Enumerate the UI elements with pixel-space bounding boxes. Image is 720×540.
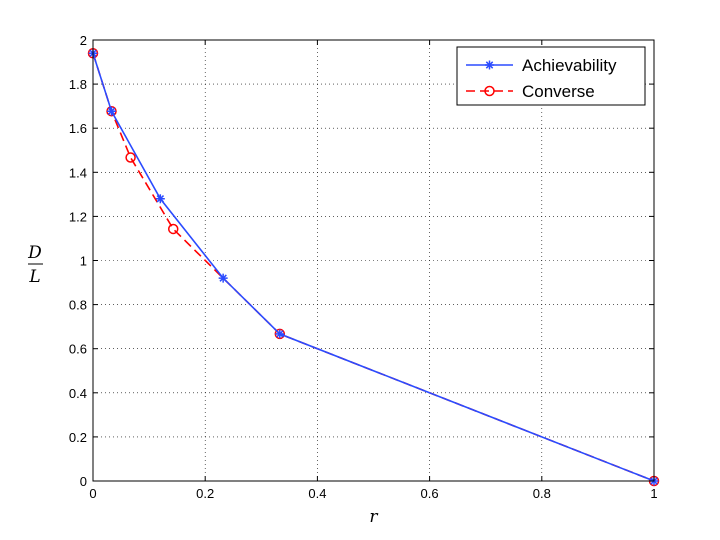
point-converse <box>125 152 136 163</box>
ticks: 0 0.2 0.4 0.6 0.8 1 0 0.2 0.4 0.6 0.8 1 1.2 1.4 1.6 1.8… <box>69 33 658 501</box>
legend-item-converse: Converse <box>466 82 595 101</box>
y-tick-label: 1 <box>80 254 87 269</box>
x-tick-label: 0.8 <box>533 486 551 501</box>
x-tick-label: 1 <box>650 486 657 501</box>
y-tick-label: 1.8 <box>69 77 87 92</box>
y-axis-label: D L <box>27 243 43 287</box>
y-tick-label: 0 <box>80 474 87 489</box>
x-tick-label: 0 <box>89 486 96 501</box>
grid <box>93 40 654 481</box>
point-achievability <box>155 194 165 204</box>
x-axis-label: r <box>369 507 378 527</box>
x-tick-label: 0.2 <box>196 486 214 501</box>
y-axis-label-denominator: L <box>28 267 40 287</box>
y-tick-label: 0.6 <box>69 342 87 357</box>
y-tick-label: 0.8 <box>69 298 87 313</box>
y-tick-label: 1.4 <box>69 165 87 180</box>
legend-item-achievability: Achievability <box>466 56 617 75</box>
series-converse <box>87 47 660 487</box>
y-tick-label: 1.6 <box>69 121 87 136</box>
point-achievability <box>218 273 228 283</box>
legend-box <box>456 46 646 106</box>
series-achievability <box>88 48 659 486</box>
legend-marker-achievability <box>485 60 494 70</box>
y-tick-label: 2 <box>80 33 87 48</box>
legend-marker-converse <box>484 85 495 97</box>
series-line-converse <box>92 52 655 482</box>
series-line-achievability <box>92 52 655 482</box>
x-tick-label: 0.6 <box>421 486 439 501</box>
y-tick-label: 0.4 <box>69 386 87 401</box>
y-tick-label: 0.2 <box>69 430 87 445</box>
y-axis-label-numerator: D <box>27 243 42 263</box>
legend: Achievability Converse <box>456 46 646 106</box>
point-converse <box>167 223 179 235</box>
point-achievability <box>275 329 285 339</box>
legend-label-achievability: Achievability <box>522 56 617 75</box>
legend-label-converse: Converse <box>522 82 595 101</box>
y-tick-label: 1.2 <box>69 209 87 224</box>
plot-series <box>87 47 660 487</box>
x-tick-label: 0.4 <box>308 486 326 501</box>
point-achievability <box>107 106 117 116</box>
